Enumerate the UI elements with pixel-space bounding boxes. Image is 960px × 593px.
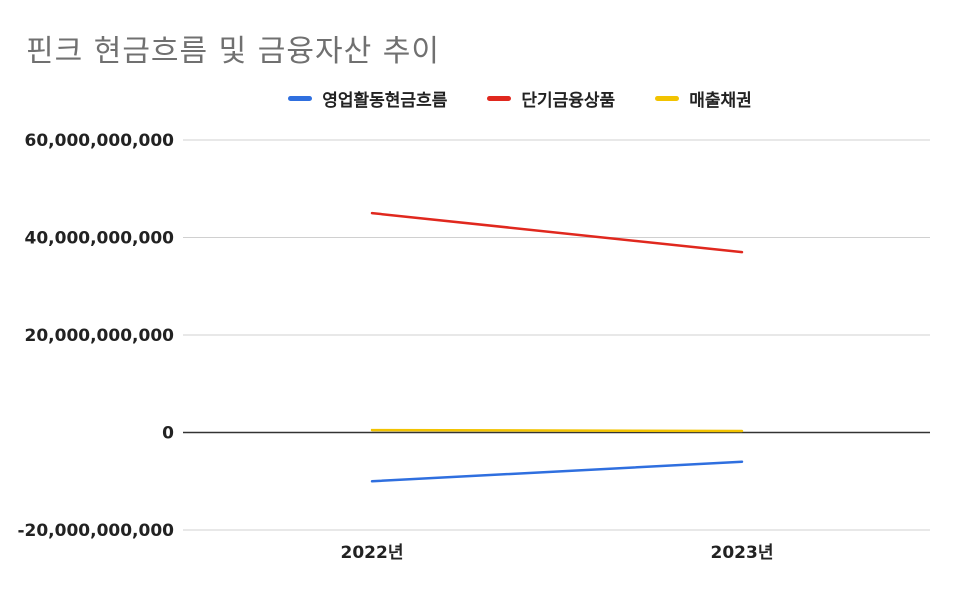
x-axis-ticks: 2022년 2023년: [341, 543, 774, 563]
legend: 영업활동현금흐름 단기금융상품 매출채권: [0, 86, 960, 111]
legend-swatch-short-term-financial: [487, 96, 512, 101]
y-axis-ticks: 60,000,000,000 40,000,000,000 20,000,000,0…: [17, 131, 174, 541]
y-tick-label: 0: [162, 424, 174, 444]
legend-swatch-operating-cash-flow: [288, 96, 313, 101]
x-tick-label: 2022년: [341, 543, 404, 563]
legend-label-short-term-financial: 단기금융상품: [521, 91, 616, 111]
series-lines: [370, 211, 744, 483]
y-tick-label: -20,000,000,000: [17, 521, 174, 541]
y-tick-label: 20,000,000,000: [25, 326, 175, 346]
chart-title: 핀크 현금흐름 및 금융자산 추이: [26, 34, 440, 69]
legend-item-receivables[interactable]: 매출채권: [655, 86, 752, 111]
legend-item-short-term-financial[interactable]: 단기금융상품: [487, 86, 615, 111]
legend-label-receivables: 매출채권: [689, 91, 752, 111]
series-line-2: [370, 428, 744, 433]
legend-swatch-receivables: [655, 96, 680, 101]
y-tick-label: 40,000,000,000: [25, 229, 175, 249]
series-line-1: [370, 211, 744, 254]
series-line-0: [370, 460, 744, 483]
legend-label-operating-cash-flow: 영업활동현금흐름: [322, 91, 448, 111]
legend-item-operating-cash-flow[interactable]: 영업활동현금흐름: [288, 86, 447, 111]
grid-lines: [183, 139, 930, 531]
x-tick-label: 2023년: [711, 543, 774, 563]
y-tick-label: 60,000,000,000: [25, 131, 175, 151]
